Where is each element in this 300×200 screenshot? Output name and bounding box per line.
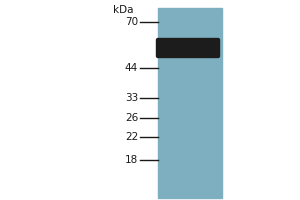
- Text: 44: 44: [125, 63, 138, 73]
- Text: 70: 70: [125, 17, 138, 27]
- Text: 22: 22: [125, 132, 138, 142]
- Text: 18: 18: [125, 155, 138, 165]
- FancyBboxPatch shape: [157, 38, 220, 58]
- Text: 26: 26: [125, 113, 138, 123]
- Text: 33: 33: [125, 93, 138, 103]
- Bar: [158, 8, 222, 198]
- Text: kDa: kDa: [112, 5, 133, 15]
